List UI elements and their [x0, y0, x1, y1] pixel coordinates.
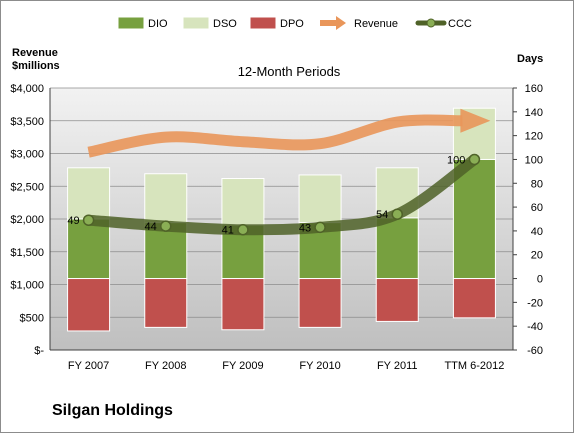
left-axis-title-line2: $millions: [12, 60, 60, 72]
right-tick-label: 20: [531, 250, 543, 262]
ccc-data-label: 100: [447, 154, 465, 166]
legend-label: DSO: [213, 18, 237, 30]
chart-title: 12-Month Periods: [238, 64, 341, 79]
right-tick-label: 40: [531, 226, 543, 238]
right-tick-label: -60: [527, 345, 543, 357]
x-tick-label: TTM 6-2012: [444, 360, 504, 372]
right-axis-title: Days: [517, 53, 543, 65]
bar-dio: [67, 218, 111, 280]
left-tick-label: $500: [20, 312, 44, 324]
ccc-point: [160, 220, 172, 232]
right-tick-label: 80: [531, 178, 543, 190]
legend-dpo-swatch: [249, 16, 277, 30]
left-tick-label: $3,500: [10, 116, 44, 128]
bar-dso: [144, 173, 188, 224]
legend-label: DIO: [148, 18, 168, 30]
bar-dpo: [452, 278, 496, 319]
left-tick-label: $2,500: [10, 181, 44, 193]
company-name: Silgan Holdings: [52, 402, 173, 419]
right-tick-label: -20: [527, 297, 543, 309]
bar-dso: [221, 178, 265, 226]
ccc-point: [82, 214, 95, 226]
bar-dio: [375, 217, 419, 280]
bar-dpo: [375, 278, 419, 322]
legend-label: DPO: [280, 18, 304, 30]
left-tick-label: $3,000: [10, 149, 44, 161]
bar-dpo: [221, 278, 265, 331]
bar-dio: [452, 158, 496, 280]
axes: $- $500 $1,000 $1,500 $2,000 $2,500 $3,000 $3,5…: [10, 83, 543, 372]
ccc-data-label: 44: [145, 221, 157, 233]
bar-dso: [67, 167, 111, 220]
ccc-point: [314, 221, 326, 234]
legend-label: CCC: [448, 18, 472, 30]
legend-ccc-marker: [426, 18, 436, 28]
bars: [67, 107, 496, 332]
ccc-point: [391, 208, 403, 220]
right-tick-label: 100: [525, 154, 543, 166]
left-tick-label: $2,000: [10, 214, 44, 226]
bar-dpo: [298, 278, 342, 328]
lines: [82, 108, 491, 236]
data-labels: 49 44 41 43 54 100: [67, 154, 465, 236]
ccc-data-label: 43: [299, 222, 311, 234]
ccc-point: [468, 153, 481, 166]
right-tick-label: 60: [531, 202, 543, 214]
x-tick-label: FY 2007: [68, 360, 109, 372]
right-tick-label: 120: [525, 131, 543, 143]
left-tick-label: $4,000: [10, 83, 44, 95]
legend-dio-swatch: [117, 16, 145, 30]
x-tick-label: FY 2009: [222, 360, 263, 372]
right-tick-label: 0: [537, 274, 543, 286]
x-tick-label: FY 2008: [145, 360, 186, 372]
bar-dpo: [144, 278, 188, 328]
legend-revenue-swatch: [320, 16, 346, 30]
bar-dpo: [67, 278, 111, 332]
ccc-line: [83, 153, 480, 236]
left-axis-title-line1: Revenue: [12, 47, 58, 59]
legend-dso-swatch: [182, 16, 210, 30]
bar-dso: [298, 174, 342, 224]
ccc-data-label: 41: [222, 225, 234, 237]
ccc-data-label: 49: [67, 215, 79, 227]
legend-label: Revenue: [354, 18, 398, 30]
right-tick-label: -40: [527, 321, 543, 333]
revenue-arrowhead: [460, 108, 491, 133]
right-tick-label: 140: [525, 107, 543, 119]
left-tick-label: $1,500: [10, 247, 44, 259]
revenue-line: [87, 114, 463, 158]
x-tick-label: FY 2011: [377, 360, 418, 372]
ccc-data-label: 54: [376, 209, 388, 221]
ccc-point: [237, 223, 249, 236]
legend: DIO DSO DPO Revenue CCC: [117, 16, 472, 30]
left-tick-label: $-: [34, 345, 44, 357]
right-tick-label: 160: [525, 83, 543, 95]
x-tick-label: FY 2010: [299, 360, 340, 372]
left-tick-label: $1,000: [10, 280, 44, 292]
